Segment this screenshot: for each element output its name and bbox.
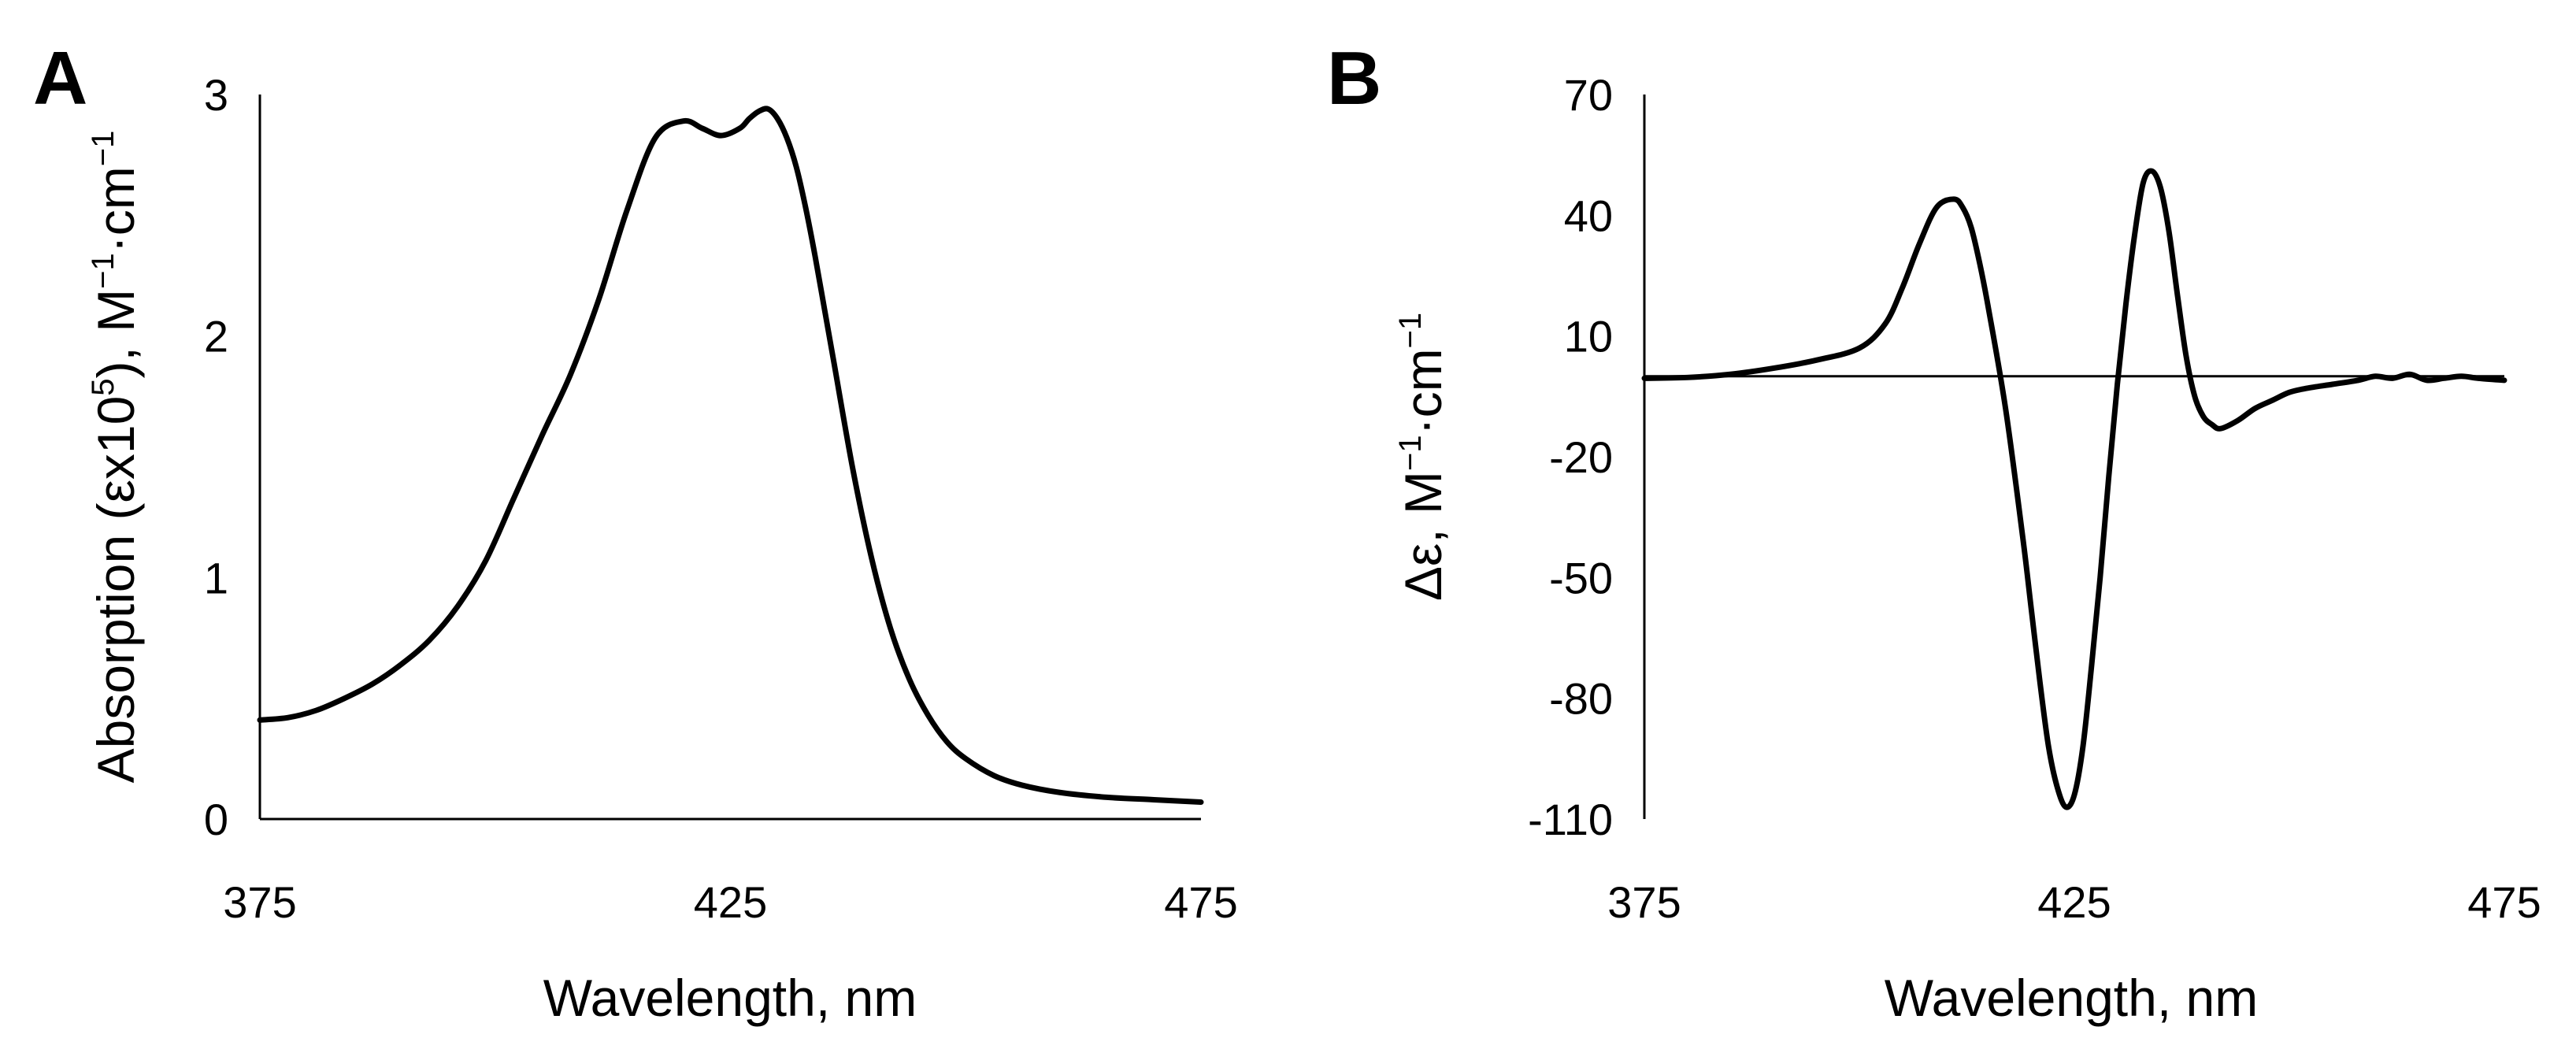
panel-b-y-tick-label: -50 xyxy=(1549,553,1613,602)
panel-a-x-tick-label: 475 xyxy=(1164,877,1237,927)
panel-b-ylabel-exp2: −1 xyxy=(1393,313,1428,349)
panel-a-x-axis-title: Wavelength, nm xyxy=(543,969,917,1027)
panel-a-y-axis-title: Absorption (εx105), M−1·cm−1 xyxy=(86,131,145,784)
panel-b: B 70 40 10 -20 -50 -80 -110 375 425 475 Waveleng… xyxy=(1327,36,2541,1027)
panel-a-x-tick-label: 375 xyxy=(223,877,296,927)
panel-b-x-tick-labels: 375 425 475 xyxy=(1607,877,2541,927)
panel-b-ylabel-main: Δε, M xyxy=(1394,471,1452,601)
panel-a-ylabel-exp2: −1 xyxy=(86,253,120,289)
panel-a-y-tick-label: 2 xyxy=(204,312,228,361)
panel-a-ylabel-mid2: ·cm xyxy=(87,166,145,253)
panel-b-ylabel-exp: −1 xyxy=(1393,435,1428,471)
panel-a-x-tick-labels: 375 425 475 xyxy=(223,877,1237,927)
panel-a-ylabel-main: Absorption (εx10 xyxy=(87,396,145,784)
panel-a-absorption-line xyxy=(257,106,1204,806)
panel-b-cd-line xyxy=(1641,168,2507,810)
panel-a-letter: A xyxy=(33,36,87,120)
panel-a-ylabel-mid: ), M xyxy=(87,289,145,379)
panel-b-ylabel-mid: ·cm xyxy=(1394,348,1452,435)
panel-a: A 0 1 2 3 375 425 475 Wavelength, nm Absorpti… xyxy=(33,36,1238,1027)
panel-a-y-tick-label: 1 xyxy=(204,553,228,602)
panel-a-y-tick-label: 0 xyxy=(204,795,228,844)
panel-b-x-axis-title: Wavelength, nm xyxy=(1885,969,2258,1027)
panel-b-x-tick-label: 425 xyxy=(2037,877,2111,927)
panel-b-y-tick-label: 70 xyxy=(1564,70,1613,120)
panel-b-y-tick-label: 10 xyxy=(1564,312,1613,361)
panel-b-x-tick-label: 475 xyxy=(2467,877,2541,927)
panel-b-x-tick-label: 375 xyxy=(1607,877,1681,927)
panel-b-y-tick-label: -80 xyxy=(1549,674,1613,724)
panel-b-y-tick-labels: 70 40 10 -20 -50 -80 -110 xyxy=(1528,70,1613,844)
panel-b-y-tick-label: -20 xyxy=(1549,432,1613,482)
panel-b-y-axis-title: Δε, M−1·cm−1 xyxy=(1393,313,1452,601)
panel-b-letter: B xyxy=(1327,36,1381,120)
panel-a-x-tick-label: 425 xyxy=(694,877,767,927)
panel-a-y-tick-labels: 0 1 2 3 xyxy=(204,70,228,844)
panel-a-ylabel-exp: 5 xyxy=(86,378,120,395)
panel-b-y-tick-label: -110 xyxy=(1528,795,1613,844)
panel-a-ylabel-exp3: −1 xyxy=(86,131,120,167)
panel-a-y-tick-label: 3 xyxy=(204,70,228,120)
panel-b-y-tick-label: 40 xyxy=(1564,191,1613,240)
